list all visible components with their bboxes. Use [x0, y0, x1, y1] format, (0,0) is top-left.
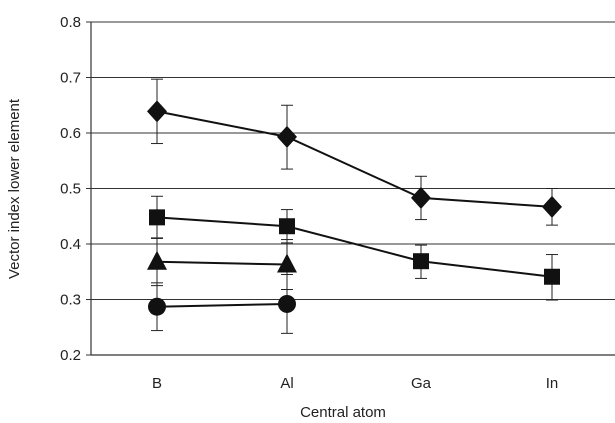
x-axis-title: Central atom [300, 404, 386, 421]
series-diamond [147, 78, 562, 226]
x-tick-labels: B Al Ga In [152, 375, 558, 392]
y-axis-title: Vector index lower element [6, 98, 23, 279]
x-tick-label: Al [280, 375, 293, 392]
grid-lines [91, 21, 615, 300]
series-square [149, 195, 560, 301]
data-point-diamond [277, 125, 297, 148]
series-line [156, 302, 288, 308]
series-line [156, 260, 288, 266]
data-point-square [413, 253, 429, 270]
y-tick-label: 0.7 [60, 70, 81, 87]
y-tick-label: 0.6 [60, 125, 81, 142]
series-triangle [147, 237, 297, 291]
data-point-triangle [147, 250, 167, 270]
y-tick-label: 0.3 [60, 292, 81, 309]
axes [86, 21, 615, 356]
data-point-circle [278, 294, 296, 313]
series-line [156, 110, 553, 208]
x-tick-label: Ga [411, 375, 432, 392]
data-point-diamond [147, 100, 167, 123]
data-point-circle [148, 297, 166, 316]
data-point-diamond [411, 186, 431, 209]
x-tick-label: In [546, 375, 559, 392]
y-tick-label: 0.5 [60, 181, 81, 198]
data-point-diamond [542, 195, 562, 218]
series-circle [148, 274, 296, 334]
y-tick-label: 0.4 [60, 236, 81, 253]
data-point-triangle [277, 253, 297, 273]
y-tick-labels: 0.2 0.3 0.4 0.5 0.6 0.7 0.8 [60, 14, 81, 364]
series-line [156, 216, 553, 278]
y-tick-label: 0.2 [60, 347, 81, 364]
data-point-square [279, 218, 295, 235]
x-tick-label: B [152, 375, 162, 392]
series [147, 78, 562, 334]
data-point-square [544, 268, 560, 285]
y-tick-label: 0.8 [60, 14, 81, 31]
data-point-square [149, 209, 165, 226]
